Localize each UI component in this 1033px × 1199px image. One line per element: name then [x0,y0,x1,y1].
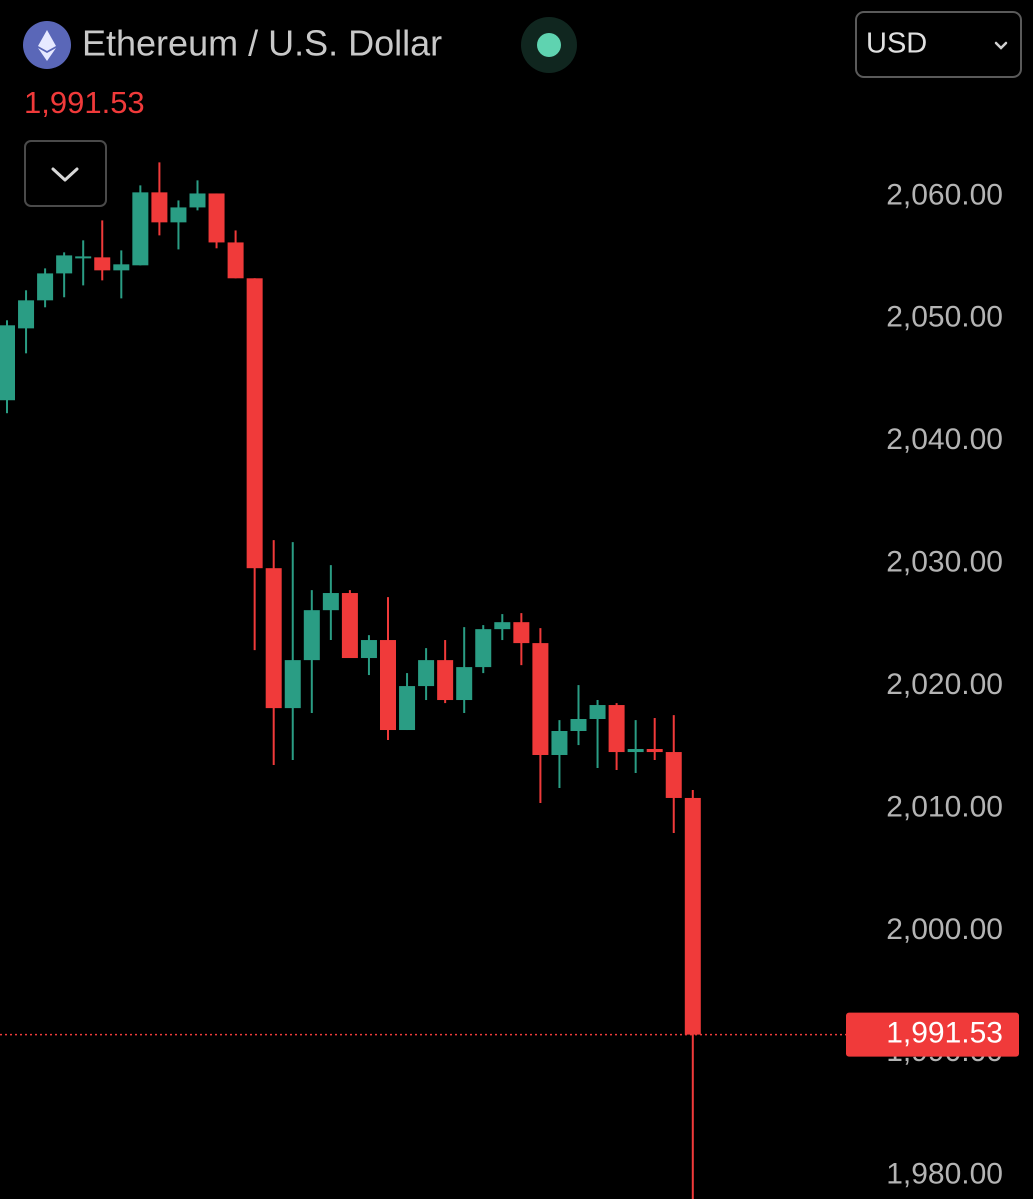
candle-body [265,568,282,709]
candle-body [151,192,168,223]
currency-chevron[interactable] [994,41,1008,50]
candle-body [113,264,130,271]
last-price-label: 1,991.53 [886,1017,1003,1050]
collapse-button[interactable] [24,140,107,207]
last-price-tag [846,1012,1019,1057]
candle-body [227,242,244,279]
status-dot [537,33,561,57]
candle-body [513,622,530,644]
currency-select[interactable]: USD [855,11,1022,78]
eth-glyph [38,30,56,61]
y-tick-label: 2,010.00 [886,790,1003,823]
candle-body [208,193,225,243]
candle-body [94,257,111,271]
candle-body [18,300,35,329]
candle-body [75,256,92,259]
y-tick-label: 2,050.00 [886,301,1003,334]
candle-body [132,192,149,266]
currency-label[interactable]: USD [866,28,927,60]
candle-body [0,325,15,401]
candle-body [399,686,416,731]
candle-body [684,797,701,1035]
candle-body [246,278,263,569]
candle-body [475,629,492,668]
collapse-chevron[interactable] [51,167,79,182]
y-tick-label: 2,000.00 [886,913,1003,946]
candle-body [360,640,377,659]
y-tick-label: 1,980.00 [886,1158,1003,1191]
candle-body [532,643,549,755]
candle-body [37,273,54,301]
overlay: 1,991.53 [0,1012,1019,1057]
candle-body [570,719,587,731]
candle-body [608,705,625,753]
collapse-box[interactable] [24,140,107,207]
candle-body [646,748,663,753]
header: Ethereum / U.S. Dollar 1,991.53 USD [23,11,1022,207]
y-tick-label: 2,020.00 [886,668,1003,701]
candle-body [284,660,301,709]
candle-body [170,207,187,223]
y-axis: 1,980.001,990.002,000.002,010.002,020.00… [840,178,1003,1191]
y-tick-label: 2,040.00 [886,423,1003,456]
candle-body [322,593,339,611]
candle-body [380,640,396,731]
candle-body [665,752,682,798]
candle-body [589,705,606,720]
candle-body [189,193,206,208]
candle-body [456,667,473,701]
candle-body [418,660,435,687]
y-tick-label: 2,030.00 [886,546,1003,579]
candle-body [627,748,644,753]
candle-body [56,255,73,274]
candle-body [551,730,568,755]
candle-body [494,622,511,630]
chart-title: Ethereum / U.S. Dollar [82,23,442,64]
candle-body [341,593,358,659]
header-price: 1,991.53 [24,85,145,120]
y-tick-label: 2,060.00 [886,178,1003,211]
candles [0,162,701,1199]
candle-body [437,660,454,701]
currency-box[interactable] [855,11,1022,78]
candle-body [303,610,320,661]
